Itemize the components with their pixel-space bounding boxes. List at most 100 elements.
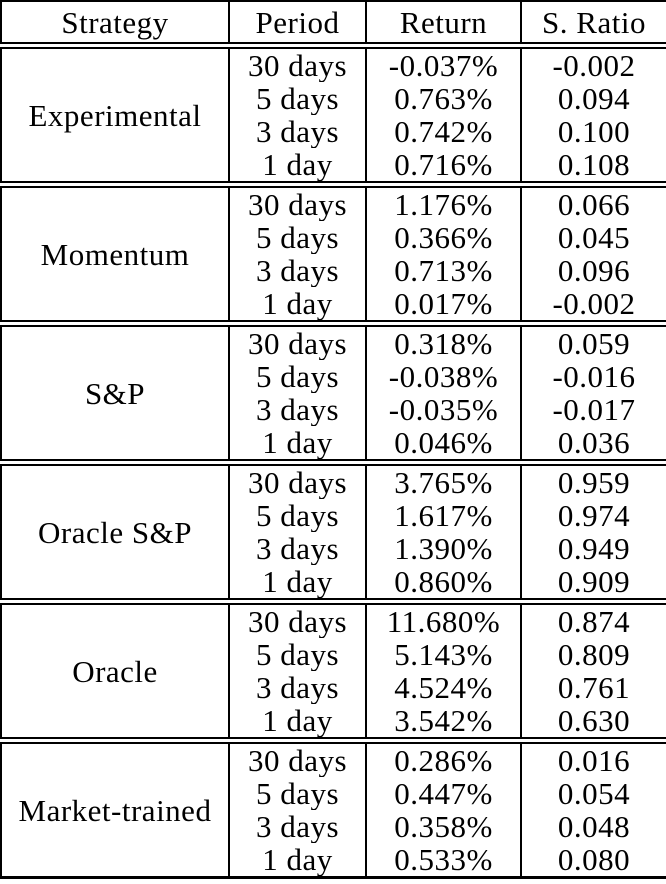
period-cell: 3 days <box>228 671 367 704</box>
return-cell: 0.742% <box>365 115 522 148</box>
period-cell: 5 days <box>228 499 367 532</box>
period-cell: 3 days <box>228 810 367 843</box>
period-cell: 1 day <box>228 426 367 463</box>
table-row: Oracle S&P 30 days 3.765% 0.959 <box>0 459 666 602</box>
table-row: Oracle 30 days 11.680% 0.874 <box>0 598 666 741</box>
period-cell: 30 days <box>228 320 367 360</box>
period-cell: 5 days <box>228 777 367 810</box>
period-cell: 1 day <box>228 565 367 602</box>
sratio-cell: 0.066 <box>520 181 666 221</box>
table-row: 5 days 1.617% 0.974 <box>1 499 666 532</box>
table-row: 1 day 0.860% 0.909 <box>1 565 666 602</box>
strategy-cell: Market-trained <box>0 737 230 878</box>
table-row: 3 days 4.524% 0.761 <box>1 671 666 704</box>
return-cell: 0.318% <box>365 320 522 360</box>
return-cell: 0.286% <box>365 737 522 777</box>
sratio-cell: 0.094 <box>520 82 666 115</box>
return-cell: -0.035% <box>365 393 522 426</box>
period-cell: 30 days <box>228 598 367 638</box>
column-header-strategy: Strategy <box>0 1 230 49</box>
period-cell: 3 days <box>228 115 367 148</box>
header-row: Strategy Period Return S. Ratio <box>0 1 666 49</box>
table-row: 1 day 0.046% 0.036 <box>1 426 666 463</box>
return-cell: 0.763% <box>365 82 522 115</box>
sratio-cell: -0.017 <box>520 393 666 426</box>
sratio-cell: 0.016 <box>520 737 666 777</box>
table-row: 1 day 0.017% -0.002 <box>1 287 666 324</box>
period-cell: 30 days <box>228 459 367 499</box>
sratio-cell: 0.809 <box>520 638 666 671</box>
return-cell: 1.617% <box>365 499 522 532</box>
table-row: Momentum 30 days 1.176% 0.066 <box>0 181 666 324</box>
return-cell: -0.037% <box>365 42 522 82</box>
table-row: Market-trained 30 days 0.286% 0.016 <box>0 737 666 878</box>
sratio-cell: -0.002 <box>520 42 666 82</box>
sratio-cell: 0.630 <box>520 704 666 741</box>
column-header-period: Period <box>228 1 367 49</box>
sratio-cell: -0.016 <box>520 360 666 393</box>
sratio-cell: 0.054 <box>520 777 666 810</box>
strategy-group-momentum: Momentum 30 days 1.176% 0.066 5 days 0.3… <box>0 181 666 324</box>
sratio-cell: 0.036 <box>520 426 666 463</box>
sratio-cell: 0.045 <box>520 221 666 254</box>
strategy-cell: Oracle S&P <box>0 459 230 602</box>
period-cell: 3 days <box>228 254 367 287</box>
sratio-cell: 0.080 <box>520 843 666 878</box>
table-row: 1 day 3.542% 0.630 <box>1 704 666 741</box>
period-cell: 1 day <box>228 843 367 878</box>
table-row: 5 days 5.143% 0.809 <box>1 638 666 671</box>
return-cell: 5.143% <box>365 638 522 671</box>
period-cell: 30 days <box>228 42 367 82</box>
period-cell: 30 days <box>228 181 367 221</box>
period-cell: 30 days <box>228 737 367 777</box>
strategy-group-experimental: Experimental 30 days -0.037% -0.002 5 da… <box>0 42 666 185</box>
return-cell: 3.765% <box>365 459 522 499</box>
strategy-cell: Oracle <box>0 598 230 741</box>
return-cell: 1.390% <box>365 532 522 565</box>
period-cell: 5 days <box>228 221 367 254</box>
sratio-cell: 0.909 <box>520 565 666 602</box>
sratio-cell: 0.100 <box>520 115 666 148</box>
strategy-cell: S&P <box>0 320 230 463</box>
return-cell: -0.038% <box>365 360 522 393</box>
return-cell: 4.524% <box>365 671 522 704</box>
table-row: 3 days 0.742% 0.100 <box>1 115 666 148</box>
return-cell: 0.046% <box>365 426 522 463</box>
table-row: 3 days 0.713% 0.096 <box>1 254 666 287</box>
table-row: 3 days 1.390% 0.949 <box>1 532 666 565</box>
return-cell: 0.533% <box>365 843 522 878</box>
return-cell: 0.713% <box>365 254 522 287</box>
period-cell: 5 days <box>228 360 367 393</box>
sratio-cell: 0.874 <box>520 598 666 638</box>
table-row: 1 day 0.533% 0.080 <box>1 843 666 878</box>
column-header-sratio: S. Ratio <box>520 1 666 49</box>
sratio-cell: 0.761 <box>520 671 666 704</box>
sratio-cell: 0.949 <box>520 532 666 565</box>
table-row: 3 days 0.358% 0.048 <box>1 810 666 843</box>
sratio-cell: 0.108 <box>520 148 666 185</box>
strategy-group-oracle-sp: Oracle S&P 30 days 3.765% 0.959 5 days 1… <box>0 459 666 602</box>
table-row: 5 days 0.366% 0.045 <box>1 221 666 254</box>
sratio-cell: 0.048 <box>520 810 666 843</box>
table-row: 5 days 0.447% 0.054 <box>1 777 666 810</box>
table-row: 1 day 0.716% 0.108 <box>1 148 666 185</box>
table-row: S&P 30 days 0.318% 0.059 <box>0 320 666 463</box>
sratio-cell: -0.002 <box>520 287 666 324</box>
sratio-cell: 0.974 <box>520 499 666 532</box>
sratio-cell: 0.059 <box>520 320 666 360</box>
column-header-return: Return <box>365 1 522 49</box>
period-cell: 5 days <box>228 82 367 115</box>
return-cell: 1.176% <box>365 181 522 221</box>
period-cell: 1 day <box>228 704 367 741</box>
period-cell: 3 days <box>228 393 367 426</box>
strategy-cell: Momentum <box>0 181 230 324</box>
sratio-cell: 0.096 <box>520 254 666 287</box>
return-cell: 0.447% <box>365 777 522 810</box>
return-cell: 0.017% <box>365 287 522 324</box>
strategy-group-oracle: Oracle 30 days 11.680% 0.874 5 days 5.14… <box>0 598 666 741</box>
table-row: 5 days 0.763% 0.094 <box>1 82 666 115</box>
strategy-cell: Experimental <box>0 42 230 185</box>
period-cell: 3 days <box>228 532 367 565</box>
return-cell: 0.860% <box>365 565 522 602</box>
